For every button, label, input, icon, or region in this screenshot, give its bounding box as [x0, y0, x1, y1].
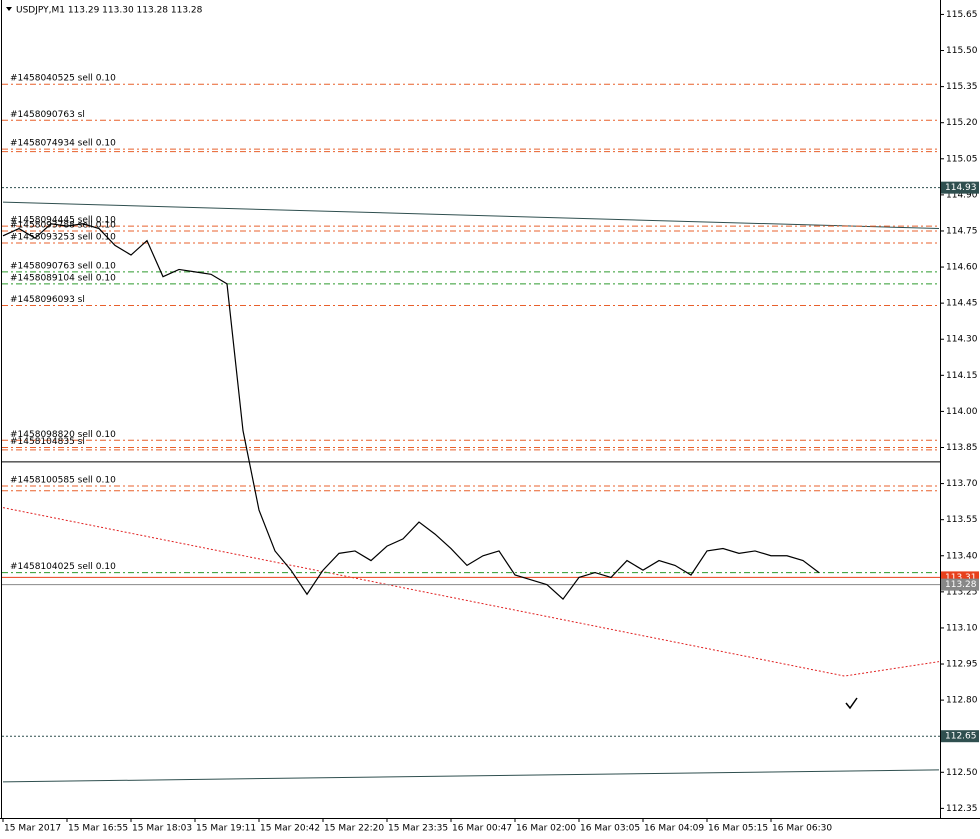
- y-tick-label: 113.10: [946, 623, 978, 633]
- order-label: #1458040525 sell 0.10: [10, 74, 116, 84]
- x-tick-label: 15 Mar 16:55: [68, 824, 128, 834]
- order-label: #1458094445 sell 0.10: [10, 216, 116, 226]
- y-tick-label: 114.90: [946, 190, 978, 200]
- plot-area: 115.65115.50115.35115.20115.05114.90114.…: [2, 10, 979, 834]
- y-tick-label: 115.50: [946, 46, 978, 56]
- price-tag: [941, 730, 979, 743]
- trendline: [2, 201, 940, 230]
- y-tick-label: 114.00: [946, 407, 978, 417]
- y-tick-label: 112.80: [946, 696, 978, 706]
- trendline: [2, 507, 940, 677]
- order-label: #1458100585 sell 0.10: [10, 475, 116, 485]
- x-tick-label: 16 Mar 05:15: [708, 824, 768, 834]
- y-tick-label: 115.20: [946, 118, 978, 128]
- x-tick-label: 15 Mar 18:03: [132, 824, 192, 834]
- x-tick-label: 16 Mar 06:30: [772, 824, 832, 834]
- y-tick-label: 112.50: [946, 768, 978, 778]
- order-label: #1458104025 sell 0.10: [10, 562, 116, 572]
- y-tick-label: 113.55: [946, 515, 978, 525]
- order-label: #1458098820 sell 0.10: [10, 430, 116, 440]
- x-tick-label: 16 Mar 00:47: [452, 824, 512, 834]
- x-tick-label: 16 Mar 02:00: [516, 824, 576, 834]
- order-label: #1458090763 sl: [10, 110, 85, 120]
- price-line-series: [2, 223, 820, 600]
- y-tick-label: 115.05: [946, 154, 978, 164]
- x-tick-label: 15 Mar 22:20: [324, 824, 384, 834]
- order-label: #1458096093 sl: [10, 295, 85, 305]
- order-label: #1458104835 sl: [10, 437, 85, 447]
- checkmark: [845, 697, 858, 710]
- y-tick-label: 114.30: [946, 335, 978, 345]
- x-tick-label: 15 Mar 2017: [4, 824, 61, 834]
- x-tick-label: 16 Mar 03:05: [580, 824, 640, 834]
- price-tag-label: 112.65: [945, 732, 977, 742]
- x-tick-label: 15 Mar 19:11: [196, 824, 256, 834]
- y-tick-label: 113.25: [946, 587, 978, 597]
- x-tick-label: 15 Mar 20:42: [260, 824, 320, 834]
- price-tag: [941, 181, 979, 194]
- y-tick-label: 113.85: [946, 443, 978, 453]
- y-tick-label: 115.35: [946, 82, 978, 92]
- order-label: #1458090763 sell 0.10: [10, 261, 116, 271]
- y-tick-label: 112.35: [946, 804, 978, 814]
- x-tick-label: 16 Mar 04:09: [644, 824, 704, 834]
- price-tag: [941, 578, 979, 591]
- y-tick-label: 114.60: [946, 263, 978, 273]
- y-tick-label: 114.15: [946, 371, 978, 381]
- y-tick-label: 113.70: [946, 479, 978, 489]
- y-tick-label: 114.45: [946, 299, 978, 309]
- order-label: #1458074934 sell 0.10: [10, 139, 116, 149]
- y-tick-label: 115.65: [946, 10, 978, 20]
- y-tick-label: 113.40: [946, 551, 978, 561]
- chart-title: USDJPY,M1 113.29 113.30 113.28 113.28: [16, 6, 203, 16]
- symbol-arrow: [6, 7, 12, 11]
- order-label: #1458093253 sell 0.10: [10, 232, 116, 242]
- price-tag-label: 113.31: [945, 573, 977, 583]
- price-tag-label: 114.93: [945, 183, 977, 193]
- price-tag-label: 113.28: [945, 580, 977, 590]
- x-tick-label: 15 Mar 23:35: [388, 824, 448, 834]
- order-label: #1458089104 sell 0.10: [10, 273, 116, 283]
- trendline: [2, 769, 940, 783]
- y-tick-label: 114.75: [946, 226, 978, 236]
- y-tick-label: 112.95: [946, 660, 978, 670]
